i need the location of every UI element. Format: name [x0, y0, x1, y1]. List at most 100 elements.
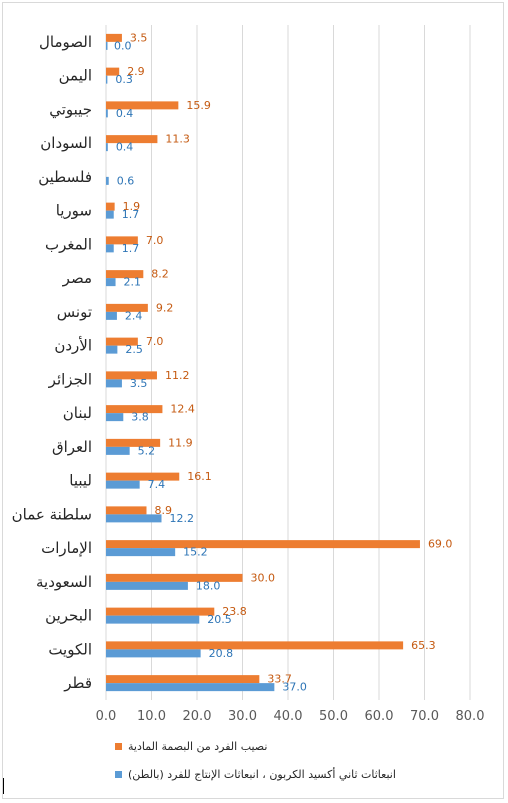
data-label-co2-emissions: 20.8 — [209, 647, 234, 660]
category-label: لبنان — [63, 404, 92, 422]
data-label-co2-emissions: 3.8 — [131, 411, 149, 424]
category-label: فلسطين — [38, 168, 92, 186]
bar-co2-emissions — [106, 446, 130, 455]
bar-material-footprint — [106, 33, 122, 42]
bar-material-footprint — [106, 371, 157, 380]
data-label-co2-emissions: 1.7 — [122, 242, 140, 255]
bar-material-footprint — [106, 337, 138, 346]
bar-material-footprint — [106, 67, 120, 76]
data-label-co2-emissions: 0.0 — [114, 39, 132, 52]
text-cursor — [3, 778, 4, 794]
category-label: الأردن — [54, 336, 92, 355]
data-label-co2-emissions: 0.4 — [116, 107, 134, 120]
data-label-material-footprint: 33.7 — [267, 673, 292, 686]
data-label-material-footprint: 7.0 — [146, 335, 164, 348]
x-tick-label: 70.0 — [410, 709, 439, 724]
bar-material-footprint — [106, 573, 243, 582]
data-label-material-footprint: 16.1 — [187, 470, 212, 483]
data-label-material-footprint: 11.2 — [165, 369, 190, 382]
bar-co2-emissions — [106, 480, 140, 489]
bar-co2-emissions — [106, 143, 108, 152]
bar-co2-emissions — [106, 413, 124, 422]
data-labels: 3.50.02.90.315.90.411.30.40.61.91.77.01.… — [114, 31, 452, 693]
x-tick-label: 80.0 — [456, 709, 485, 724]
bar-co2-emissions — [106, 514, 162, 523]
category-label: الكويت — [48, 640, 92, 658]
legend-swatch-material-footprint — [115, 743, 122, 750]
bar-co2-emissions — [106, 345, 118, 354]
data-label-co2-emissions: 3.5 — [130, 377, 148, 390]
category-labels: الصومال اليمن جيبوتي السودان فلسطين سوريا المغ… — [12, 33, 92, 692]
data-label-material-footprint: 15.9 — [186, 99, 211, 112]
legend-label-co2-emissions: انبعاثات ثاني أكسيد الكربون ، انبعاثات ا… — [128, 767, 396, 781]
bar-material-footprint — [106, 101, 179, 110]
category-label: سلطنة عمان — [12, 505, 92, 523]
category-label: اليمن — [59, 67, 92, 85]
legend-label-material-footprint: نصيب الفرد من البصمة المادية — [128, 740, 267, 753]
bar-co2-emissions — [106, 581, 188, 590]
gridlines — [105, 25, 471, 700]
bar-material-footprint — [106, 472, 180, 481]
bar-material-footprint — [106, 540, 420, 549]
category-label: تونس — [57, 303, 92, 321]
bar-material-footprint — [106, 506, 147, 515]
category-label: العراق — [52, 438, 92, 456]
category-label: الإمارات — [41, 539, 92, 557]
bar-material-footprint — [106, 438, 161, 447]
x-tick-label: 20.0 — [183, 709, 212, 724]
bar-co2-emissions — [106, 210, 114, 219]
data-label-co2-emissions: 5.2 — [138, 444, 156, 457]
bar-co2-emissions — [106, 311, 117, 320]
bar-co2-emissions — [106, 548, 176, 557]
legend: نصيب الفرد من البصمة المادية انبعاثات ثا… — [115, 740, 396, 781]
data-label-co2-emissions: 1.7 — [122, 208, 140, 221]
category-label: السودان — [40, 134, 92, 152]
bar-material-footprint — [106, 641, 404, 650]
data-label-co2-emissions: 15.2 — [183, 546, 208, 559]
data-label-material-footprint: 8.2 — [151, 268, 169, 281]
data-label-material-footprint: 12.4 — [170, 403, 195, 416]
data-label-co2-emissions: 0.4 — [116, 141, 134, 154]
data-label-co2-emissions: 2.5 — [125, 343, 143, 356]
bar-co2-emissions — [106, 278, 116, 287]
category-label: جيبوتي — [49, 100, 92, 119]
x-tick-label: 10.0 — [137, 709, 166, 724]
category-label: سوريا — [56, 202, 92, 220]
data-label-material-footprint: 8.9 — [154, 504, 172, 517]
bar-co2-emissions — [106, 176, 109, 185]
data-label-material-footprint: 7.0 — [146, 234, 164, 247]
data-label-material-footprint: 30.0 — [251, 571, 276, 584]
bar-material-footprint — [106, 270, 144, 279]
bar-material-footprint — [106, 405, 163, 414]
x-tick-label: 0.0 — [96, 709, 117, 724]
bar-co2-emissions — [106, 41, 108, 50]
data-label-co2-emissions: 2.4 — [125, 309, 143, 322]
x-tick-label: 40.0 — [274, 709, 303, 724]
data-label-material-footprint: 1.9 — [123, 200, 140, 213]
bar-co2-emissions — [106, 379, 122, 388]
bar-co2-emissions — [106, 244, 114, 253]
data-label-material-footprint: 69.0 — [428, 538, 453, 551]
data-label-co2-emissions: 37.0 — [282, 681, 307, 694]
category-label: البحرين — [45, 607, 92, 625]
bar-material-footprint — [106, 202, 115, 211]
data-label-material-footprint: 3.5 — [130, 31, 148, 44]
data-label-material-footprint: 9.2 — [156, 301, 174, 314]
bar-material-footprint — [106, 236, 138, 245]
bar-co2-emissions — [106, 75, 108, 84]
data-label-co2-emissions: 12.2 — [170, 512, 195, 525]
category-label: ليبيا — [69, 472, 92, 490]
category-label: المغرب — [45, 235, 92, 253]
bar-material-footprint — [106, 675, 260, 684]
bar-co2-emissions — [106, 109, 108, 118]
legend-swatch-co2-emissions — [115, 771, 122, 778]
bars — [106, 33, 420, 692]
data-label-material-footprint: 11.9 — [168, 436, 193, 449]
category-label: مصر — [62, 269, 92, 287]
data-label-co2-emissions: 2.1 — [124, 276, 141, 289]
bar-material-footprint — [106, 607, 215, 616]
data-label-co2-emissions: 7.4 — [148, 478, 166, 491]
data-label-co2-emissions: 20.5 — [207, 613, 232, 626]
category-label: قطر — [63, 674, 92, 692]
